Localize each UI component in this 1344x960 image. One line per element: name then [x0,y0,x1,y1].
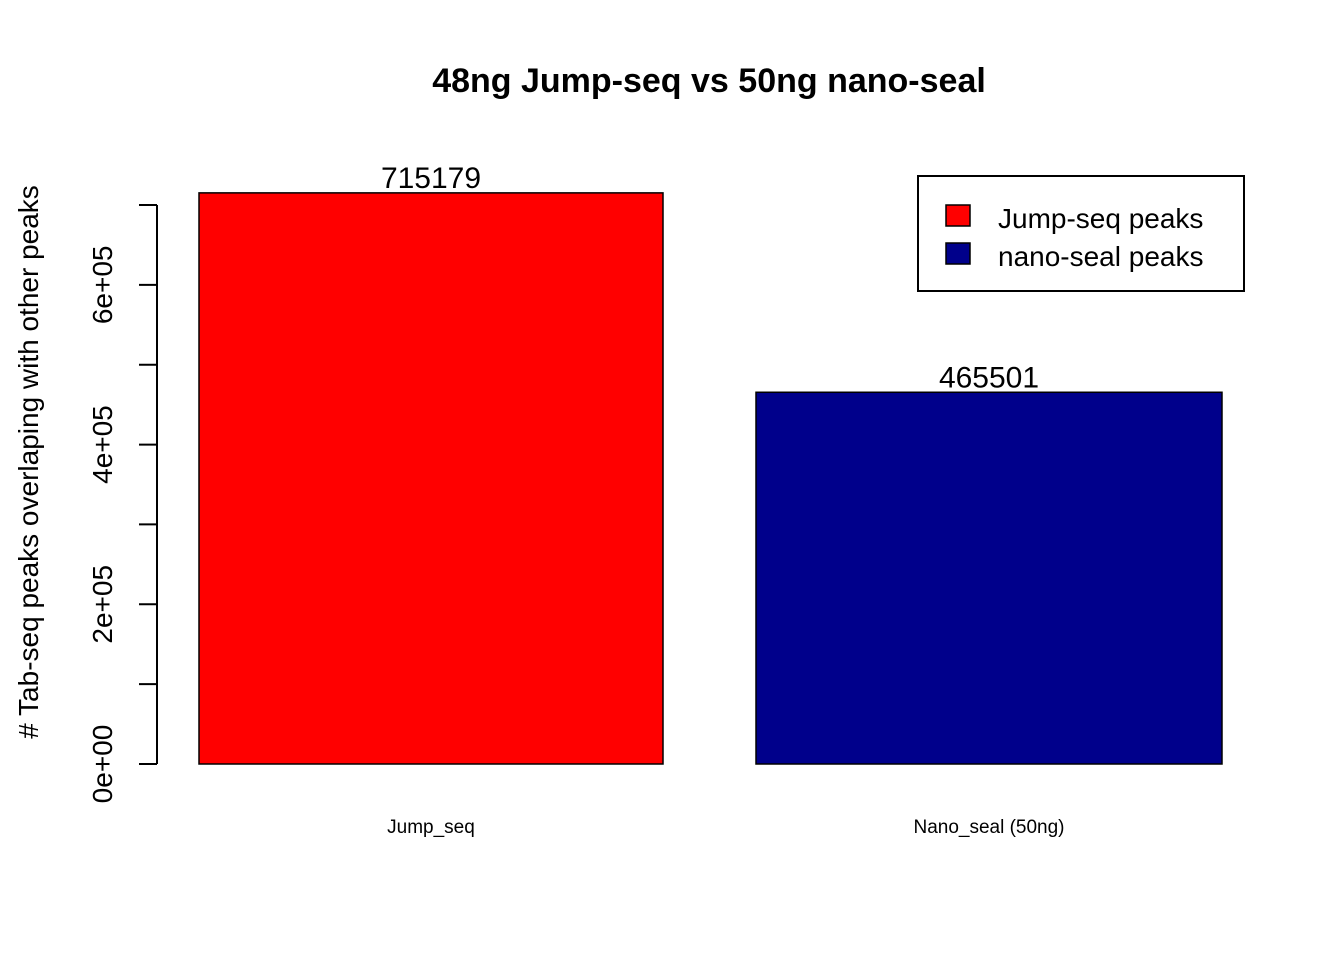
category-labels-group: Jump_seq Nano_seal (50ng) [387,817,1064,838]
data-labels-group: 715179 465501 [381,162,1039,394]
x-category-label: Nano_seal (50ng) [913,817,1064,838]
legend-label-jump-seq: Jump-seq peaks [998,203,1203,234]
y-tick-label: 0e+00 [87,725,118,804]
legend-box [917,175,1245,292]
y-tick-label: 4e+05 [87,405,118,484]
y-axis: 0e+00 2e+05 4e+05 6e+05 [87,204,158,804]
legend-swatch-nano-seal [945,242,971,265]
bar-jump-seq [198,192,664,765]
legend-label-nano-seal: nano-seal peaks [998,241,1203,272]
legend-swatch-jump-seq [945,204,971,227]
bar-data-label: 715179 [381,162,481,195]
y-tick-label: 6e+05 [87,246,118,325]
y-tick-label: 2e+05 [87,565,118,644]
x-category-label: Jump_seq [387,817,475,838]
bar-data-label: 465501 [939,361,1039,394]
y-axis-title: # Tab-seq peaks overlaping with other pe… [13,185,44,739]
bars-group [198,192,1223,765]
legend: Jump-seq peaks nano-seal peaks [917,175,1245,292]
chart-title: 48ng Jump-seq vs 50ng nano-seal [432,62,986,100]
bar-nano-seal-50ng [755,391,1223,765]
